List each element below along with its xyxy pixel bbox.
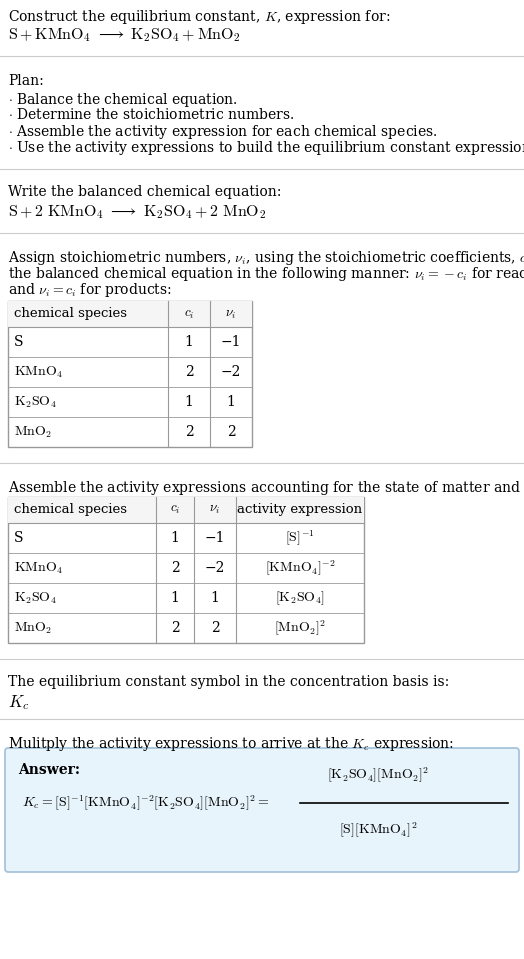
Text: 1: 1 [184, 395, 193, 409]
Text: the balanced chemical equation in the following manner: $\nu_i = -c_i$ for react: the balanced chemical equation in the fo… [8, 265, 524, 283]
Text: $[\mathrm{KMnO_4}]^{-2}$: $[\mathrm{KMnO_4}]^{-2}$ [265, 558, 335, 577]
Text: −1: −1 [221, 335, 241, 349]
Text: 1: 1 [184, 335, 193, 349]
Text: $\nu_i$: $\nu_i$ [225, 308, 237, 320]
Text: Answer:: Answer: [18, 763, 80, 777]
Text: $\mathrm{KMnO_4}$: $\mathrm{KMnO_4}$ [14, 364, 63, 380]
Text: 2: 2 [171, 561, 179, 575]
Text: −2: −2 [205, 561, 225, 575]
Text: Construct the equilibrium constant, $K$, expression for:: Construct the equilibrium constant, $K$,… [8, 8, 390, 26]
Text: 1: 1 [171, 591, 179, 605]
Text: $[\mathrm{S}]^{-1}$: $[\mathrm{S}]^{-1}$ [285, 528, 315, 548]
Text: 2: 2 [226, 425, 235, 439]
Text: $\mathrm{MnO_2}$: $\mathrm{MnO_2}$ [14, 424, 52, 440]
Text: 2: 2 [211, 621, 220, 635]
Text: −1: −1 [205, 531, 225, 545]
Text: −2: −2 [221, 365, 241, 379]
Text: $c_i$: $c_i$ [170, 503, 180, 517]
Text: $\cdot$ Use the activity expressions to build the equilibrium constant expressio: $\cdot$ Use the activity expressions to … [8, 139, 524, 157]
Text: $\cdot$ Balance the chemical equation.: $\cdot$ Balance the chemical equation. [8, 91, 238, 109]
Text: S: S [14, 531, 24, 545]
Text: 1: 1 [226, 395, 235, 409]
FancyBboxPatch shape [5, 748, 519, 872]
Bar [8, 497, 364, 643]
Text: $\mathrm{S + KMnO_4\ \longrightarrow\ K_2SO_4 + MnO_2}$: $\mathrm{S + KMnO_4\ \longrightarrow\ K_… [8, 26, 241, 44]
Text: Assign stoichiometric numbers, $\nu_i$, using the stoichiometric coefficients, $: Assign stoichiometric numbers, $\nu_i$, … [8, 249, 524, 267]
Text: $\nu_i$: $\nu_i$ [210, 503, 221, 517]
Text: 2: 2 [184, 425, 193, 439]
Text: Mulitply the activity expressions to arrive at the $K_c$ expression:: Mulitply the activity expressions to arr… [8, 735, 454, 753]
Text: $K_c = [\mathrm{S}]^{-1} [\mathrm{KMnO_4}]^{-2} [\mathrm{K_2SO_4}][\mathrm{MnO_2: $K_c = [\mathrm{S}]^{-1} [\mathrm{KMnO_4… [22, 793, 270, 812]
Text: S: S [14, 335, 24, 349]
Text: 2: 2 [184, 365, 193, 379]
Text: $\cdot$ Assemble the activity expression for each chemical species.: $\cdot$ Assemble the activity expression… [8, 123, 438, 141]
Text: and $\nu_i = c_i$ for products:: and $\nu_i = c_i$ for products: [8, 281, 172, 299]
Text: $c_i$: $c_i$ [184, 308, 194, 320]
Text: $[\mathrm{MnO_2}]^2$: $[\mathrm{MnO_2}]^2$ [274, 619, 326, 638]
Text: $[\mathrm{K_2SO_4}]$: $[\mathrm{K_2SO_4}]$ [275, 589, 325, 607]
Text: Assemble the activity expressions accounting for the state of matter and $\nu_i$: Assemble the activity expressions accoun… [8, 479, 524, 497]
Text: 1: 1 [211, 591, 220, 605]
Text: $\mathrm{MnO_2}$: $\mathrm{MnO_2}$ [14, 620, 52, 636]
Text: $\mathrm{KMnO_4}$: $\mathrm{KMnO_4}$ [14, 560, 63, 575]
Text: $\mathrm{K_2SO_4}$: $\mathrm{K_2SO_4}$ [14, 591, 57, 606]
Text: 1: 1 [171, 531, 179, 545]
Text: $K_c$: $K_c$ [8, 693, 29, 712]
Text: $\mathrm{S + 2\ KMnO_4\ \longrightarrow\ K_2SO_4 + 2\ MnO_2}$: $\mathrm{S + 2\ KMnO_4\ \longrightarrow\… [8, 203, 266, 221]
Text: Plan:: Plan: [8, 74, 43, 88]
Text: chemical species: chemical species [14, 503, 127, 517]
Text: 2: 2 [171, 621, 179, 635]
Bar [8, 301, 252, 327]
Text: $\cdot$ Determine the stoichiometric numbers.: $\cdot$ Determine the stoichiometric num… [8, 107, 294, 122]
Text: $[\mathrm{K_2SO_4}][\mathrm{MnO_2}]^2$: $[\mathrm{K_2SO_4}][\mathrm{MnO_2}]^2$ [327, 766, 429, 785]
Bar [8, 497, 364, 523]
Text: activity expression: activity expression [237, 503, 363, 517]
Text: $[\mathrm{S}][\mathrm{KMnO_4}]^2$: $[\mathrm{S}][\mathrm{KMnO_4}]^2$ [339, 821, 417, 840]
Text: The equilibrium constant symbol in the concentration basis is:: The equilibrium constant symbol in the c… [8, 675, 449, 689]
Text: chemical species: chemical species [14, 308, 127, 320]
Text: Write the balanced chemical equation:: Write the balanced chemical equation: [8, 185, 281, 199]
Bar [8, 301, 252, 447]
Text: $\mathrm{K_2SO_4}$: $\mathrm{K_2SO_4}$ [14, 394, 57, 409]
